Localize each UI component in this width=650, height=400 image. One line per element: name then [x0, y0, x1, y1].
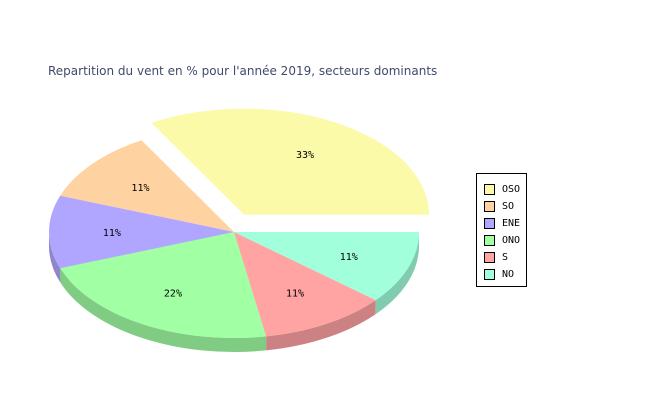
- slice-label-ono: 22%: [164, 289, 182, 300]
- pie-side-ono: [60, 268, 267, 352]
- legend-swatch-oso: [484, 184, 495, 195]
- pie-side-s: [266, 300, 376, 351]
- legend-item-no: NO: [477, 266, 526, 283]
- pie-side-ene: [49, 232, 61, 283]
- legend-item-s: S: [477, 249, 526, 266]
- pie-top-layer: [49, 108, 429, 338]
- pie-label-layer: 33% 11% 11% 22% 11% 11%: [103, 150, 358, 299]
- legend-swatch-no: [484, 269, 495, 280]
- legend-label-so: SO: [502, 201, 515, 212]
- legend-swatch-ene: [484, 218, 495, 229]
- pie-slice-ono: [60, 232, 267, 338]
- legend: OSO SO ENE ONO S NO: [476, 173, 527, 287]
- legend-label-s: S: [502, 252, 509, 263]
- legend-label-oso: OSO: [502, 184, 521, 195]
- slice-label-s: 11%: [286, 289, 304, 300]
- slice-label-no: 11%: [340, 252, 358, 263]
- legend-item-ono: ONO: [477, 232, 526, 249]
- legend-label-no: NO: [502, 269, 515, 280]
- pie-slice-s: [234, 232, 376, 337]
- slice-label-oso: 33%: [296, 150, 314, 161]
- pie-slice-ene: [49, 195, 235, 269]
- pie-side-no: [375, 232, 419, 315]
- slice-label-so: 11%: [131, 183, 149, 194]
- pie-slice-so: [60, 140, 235, 232]
- legend-item-ene: ENE: [477, 215, 526, 232]
- legend-swatch-ono: [484, 235, 495, 246]
- legend-label-ene: ENE: [502, 218, 521, 229]
- pie-slice-no: [234, 232, 419, 301]
- legend-item-so: SO: [477, 198, 526, 215]
- pie-slice-oso: [151, 108, 429, 215]
- chart-title: Repartition du vent en % pour l'année 20…: [48, 64, 438, 78]
- legend-swatch-so: [484, 201, 495, 212]
- legend-item-oso: OSO: [477, 181, 526, 198]
- slice-label-ene: 11%: [103, 228, 121, 239]
- legend-swatch-s: [484, 252, 495, 263]
- legend-label-ono: ONO: [502, 235, 521, 246]
